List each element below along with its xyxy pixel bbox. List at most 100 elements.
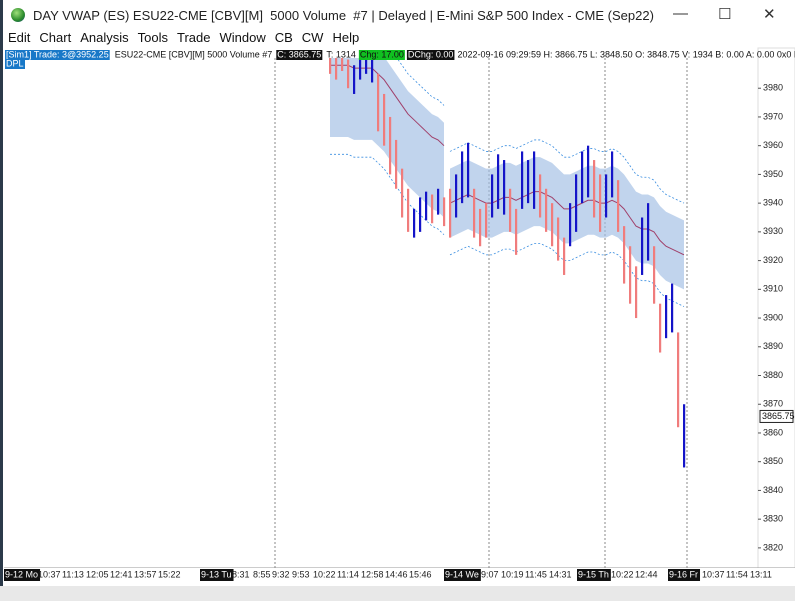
- price-bar: [419, 197, 422, 232]
- y-tick-label: 3980: [763, 83, 783, 93]
- price-bar: [383, 93, 386, 146]
- price-bar: [521, 151, 524, 209]
- x-tick-label: 10:37: [38, 569, 61, 579]
- price-bar: [659, 303, 662, 353]
- y-tick-label: 3930: [763, 226, 783, 236]
- title-bar: DAY VWAP (ES) ESU22-CME [CBV][M] 5000 Vo…: [3, 0, 795, 30]
- price-bar: [407, 188, 410, 232]
- x-tick-label: 12:44: [635, 569, 658, 579]
- price-bar: [533, 151, 536, 209]
- info-box: [5, 50, 110, 60]
- close-button[interactable]: ✕: [763, 6, 776, 23]
- menu-item[interactable]: CW: [301, 30, 324, 45]
- y-tick-label: 3870: [763, 399, 783, 409]
- info-bar: [Sim1] Trade: 3@3952.25 ESU22-CME [CBV][M…: [5, 49, 795, 69]
- price-bar: [329, 58, 332, 74]
- menu-item[interactable]: Window: [219, 30, 266, 45]
- price-bar: [599, 174, 602, 232]
- menu-item[interactable]: CB: [274, 30, 293, 45]
- price-bar: [623, 226, 626, 284]
- x-tick-label: 9-13 Tu: [201, 569, 232, 579]
- x-tick-label: 9-16 Fr: [669, 569, 698, 579]
- current-price-box: [759, 409, 794, 423]
- menu-item[interactable]: Trade: [176, 30, 211, 45]
- price-bar: [581, 151, 584, 204]
- price-bar: [395, 139, 398, 189]
- price-bar: [545, 188, 548, 232]
- x-tick-label: 12:41: [110, 569, 133, 579]
- band-edge: [449, 139, 685, 204]
- price-bar: [653, 246, 656, 304]
- price-bar: [347, 59, 350, 89]
- price-bar: [479, 208, 482, 247]
- x-tick-label: 14:31: [549, 569, 572, 579]
- info-details: 2022-09-16 09:29:59 H: 3866.75 L: 3848.5…: [457, 49, 795, 59]
- menu-item[interactable]: Tools: [137, 30, 168, 45]
- price-bar: [665, 295, 668, 339]
- price-bar: [677, 332, 680, 428]
- x-tick-label: 9:07: [481, 569, 499, 579]
- x-tick-label: 8:55: [253, 569, 271, 579]
- menu-item[interactable]: Help: [332, 30, 360, 45]
- price-bar: [437, 188, 440, 215]
- price-bar: [605, 174, 608, 218]
- info-close: C: 3865.75: [277, 49, 321, 59]
- menu-item[interactable]: Analysis: [80, 30, 129, 45]
- y-tick-label: 3940: [763, 198, 783, 208]
- x-tick-label: 9:32: [272, 569, 290, 579]
- x-tick-label: 12:05: [86, 569, 109, 579]
- y-tick-label: 3900: [763, 312, 783, 322]
- price-bar: [509, 188, 512, 232]
- price-bar: [485, 203, 488, 238]
- price-bar: [497, 154, 500, 209]
- x-tick-label: 15:46: [409, 569, 432, 579]
- price-bar: [515, 208, 518, 255]
- y-tick-label: 3880: [763, 370, 783, 380]
- price-bar: [551, 203, 554, 247]
- price-bar: [635, 266, 638, 319]
- info-box: [5, 59, 25, 69]
- price-bar: [641, 217, 644, 275]
- price-bar: [587, 145, 590, 198]
- y-tick-label: 3890: [763, 341, 783, 351]
- x-tick-label: 10:22: [313, 569, 336, 579]
- price-bar: [539, 174, 542, 218]
- band-edge: [449, 242, 685, 307]
- price-bar: [527, 160, 530, 204]
- x-tick-label: 10:19: [501, 569, 524, 579]
- y-tick-label: 3910: [763, 284, 783, 294]
- info-day-change: DChg: 0.00: [408, 49, 454, 59]
- menu-item[interactable]: Edit: [8, 30, 31, 45]
- x-tick-label: 12:58: [361, 569, 384, 579]
- price-bar: [365, 58, 368, 74]
- current-price-label: 3865.75: [762, 411, 795, 421]
- menu-bar: Edit Chart Analysis Tools Trade Window CB CW Hel…: [3, 30, 363, 48]
- price-bar: [335, 58, 338, 80]
- price-bar: [491, 174, 494, 218]
- price-bar: [413, 208, 416, 238]
- x-tick-label: 11:13: [62, 569, 84, 579]
- maximize-button[interactable]: ☐: [718, 6, 732, 23]
- price-bar: [431, 194, 434, 224]
- price-bar: [593, 160, 596, 218]
- x-tick-label: 11:54: [726, 569, 748, 579]
- price-axis: [757, 47, 795, 569]
- x-tick-label: 9-12 Mo: [5, 569, 38, 579]
- x-tick-label: 13:57: [134, 569, 157, 579]
- price-bar: [377, 73, 380, 132]
- price-bar: [569, 203, 572, 247]
- price-bar: [389, 116, 392, 175]
- price-bar: [503, 160, 506, 215]
- menu-item[interactable]: Chart: [39, 30, 72, 45]
- price-bar: [473, 188, 476, 238]
- date-box: [444, 569, 481, 581]
- y-tick-label: 3920: [763, 255, 783, 265]
- vwap-band: [450, 157, 684, 290]
- info-box: [406, 50, 455, 60]
- minimize-button[interactable]: —: [673, 5, 688, 22]
- price-bar: [461, 151, 464, 204]
- price-bar: [683, 404, 686, 468]
- app-icon: [11, 8, 25, 22]
- x-tick-label: 11:14: [337, 569, 359, 579]
